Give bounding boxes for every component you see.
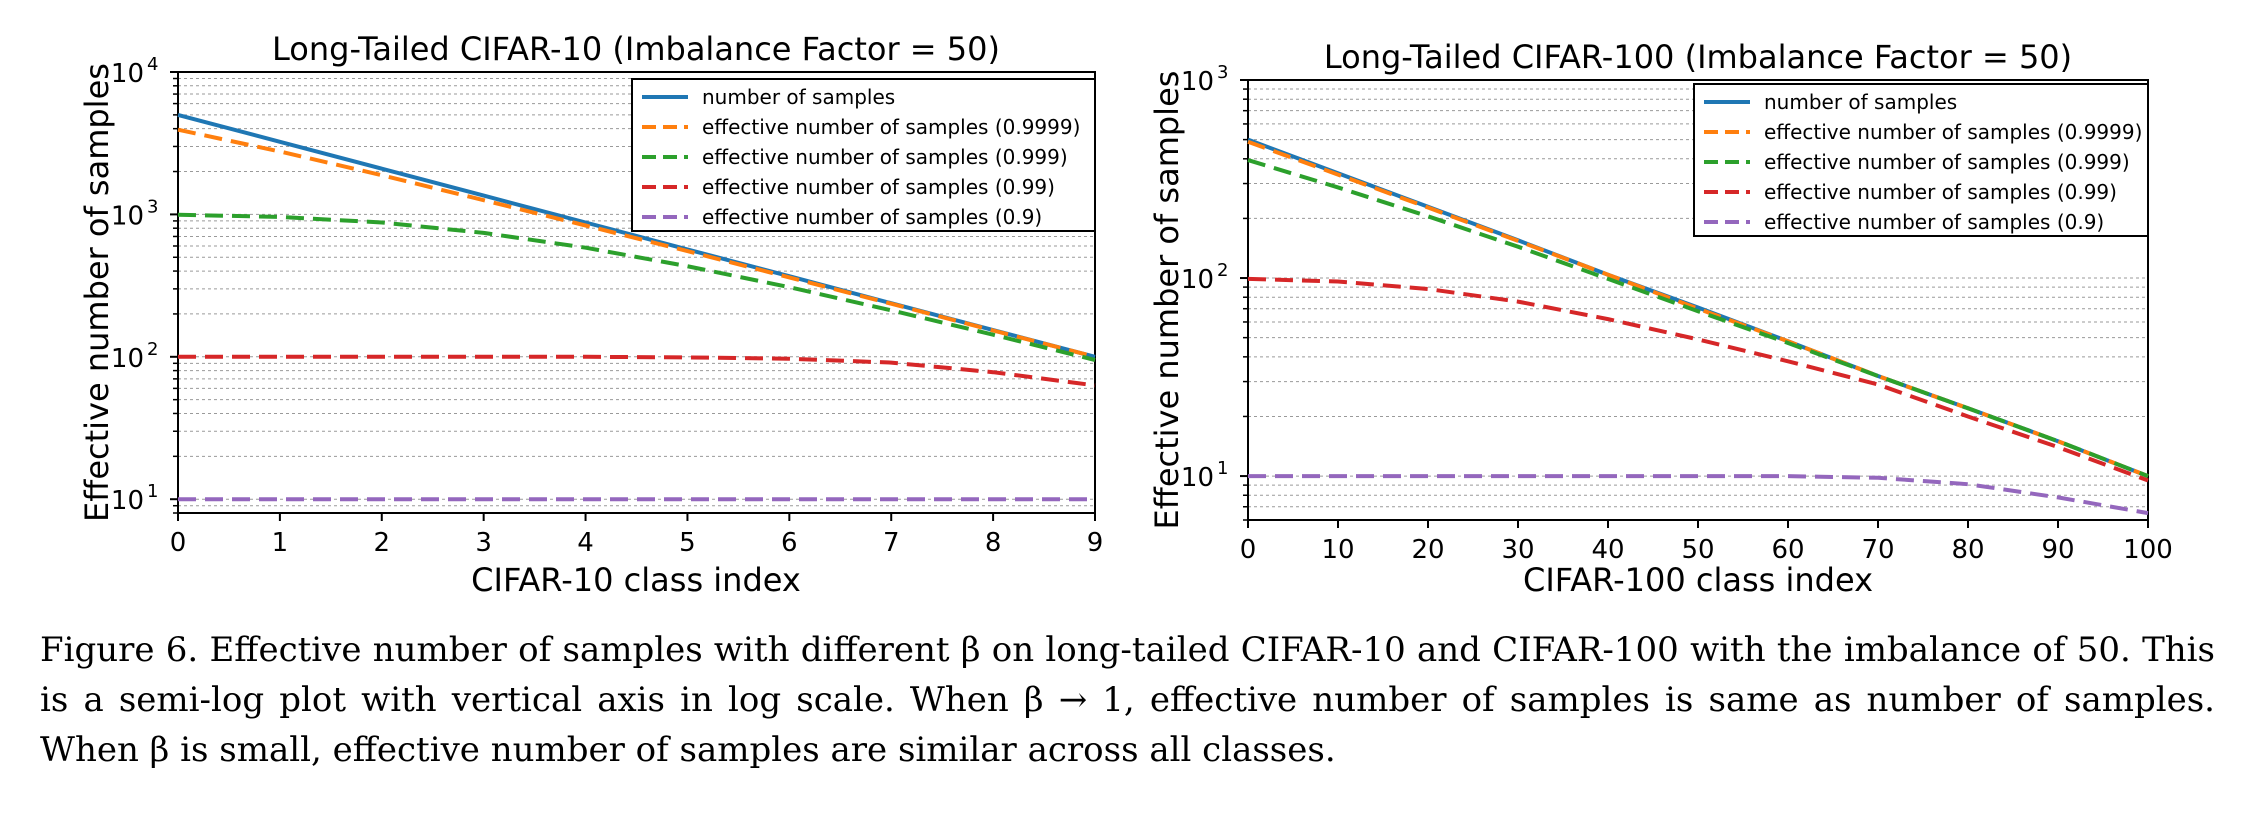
x-axis-label: CIFAR-10 class index	[471, 561, 801, 599]
y-tick-exponent: 1	[1217, 458, 1228, 479]
series-line-3	[1247, 276, 2149, 483]
y-tick-exponent: 2	[147, 339, 158, 360]
legend: number of samples effective number of sam…	[631, 78, 1096, 232]
plot-frame	[177, 71, 1096, 514]
y-tick-exponent: 3	[147, 196, 158, 217]
legend: number of samples effective number of sam…	[1693, 83, 2149, 237]
x-tick-label: 10	[1321, 535, 1354, 565]
y-tick-label: 10	[111, 201, 144, 231]
chart-title: Long-Tailed CIFAR-10 (Imbalance Factor =…	[272, 30, 1000, 68]
series-line-2	[177, 212, 1096, 362]
x-tick-label: 20	[1411, 535, 1444, 565]
y-axis-label: Effective number of samples	[78, 63, 116, 522]
y-tick-exponent: 4	[147, 54, 158, 75]
x-tick-label: 90	[2041, 535, 2074, 565]
y-tick-label: 10	[111, 59, 144, 89]
y-tick-label: 10	[1181, 463, 1214, 493]
y-tick-label: 10	[111, 486, 144, 516]
x-tick-label: 60	[1771, 535, 1804, 565]
y-tick-exponent: 1	[147, 481, 158, 502]
x-tick-label: 7	[883, 528, 900, 558]
x-tick-label: 50	[1681, 535, 1714, 565]
x-tick-label: 9	[1087, 528, 1104, 558]
legend-label-3: effective number of samples (0.99)	[702, 175, 1055, 199]
series-group	[177, 112, 1096, 502]
x-tick-label: 5	[679, 528, 696, 558]
legend-label-4: effective number of samples (0.9)	[1764, 210, 2104, 234]
x-tick-label: 3	[475, 528, 492, 558]
legend-box	[1693, 83, 2149, 237]
legend-label-4: effective number of samples (0.9)	[702, 205, 1042, 229]
y-tick-label: 10	[1181, 265, 1214, 295]
y-tick-label: 10	[111, 344, 144, 374]
x-tick-label: 6	[781, 528, 798, 558]
y-axis-label: Effective number of samples	[1148, 71, 1186, 530]
legend-label-1: effective number of samples (0.9999)	[702, 115, 1080, 139]
legend-label-0: number of samples	[702, 85, 895, 109]
series-line-3	[178, 354, 1096, 388]
x-tick-label: 1	[272, 528, 289, 558]
x-axis: 0 1 2 3 4 5 6 7 8 9	[170, 513, 1104, 558]
legend-label-2: effective number of samples (0.999)	[1764, 150, 2130, 174]
series-line-4	[1248, 474, 2149, 516]
y-tick-label: 10	[1181, 67, 1214, 97]
legend-label-1: effective number of samples (0.9999)	[1764, 120, 2142, 144]
series-group	[1247, 137, 2149, 516]
series-line-2	[1247, 158, 2149, 478]
x-tick-label: 8	[985, 528, 1002, 558]
legend-label-3: effective number of samples (0.99)	[1764, 180, 2117, 204]
legend-box	[631, 78, 1096, 232]
legend-label-2: effective number of samples (0.999)	[702, 145, 1068, 169]
x-axis-label: CIFAR-100 class index	[1523, 561, 1873, 599]
x-tick-label: 40	[1591, 535, 1624, 565]
chart-title: Long-Tailed CIFAR-100 (Imbalance Factor …	[1324, 38, 2072, 76]
caption-text: Figure 6. Effective number of samples wi…	[40, 630, 2215, 770]
y-tick-exponent: 2	[1217, 260, 1228, 281]
series-line-1	[177, 127, 1096, 359]
x-tick-label: 2	[374, 528, 391, 558]
x-tick-label: 70	[1861, 535, 1894, 565]
x-tick-label: 0	[170, 528, 187, 558]
x-axis: 0 10 20 30 40 50 60 70 80 90 100	[1240, 520, 2173, 565]
x-tick-label: 80	[1951, 535, 1984, 565]
x-tick-label: 100	[2123, 535, 2173, 565]
y-tick-exponent: 3	[1217, 62, 1228, 83]
x-tick-label: 4	[577, 528, 594, 558]
x-tick-label: 0	[1240, 535, 1257, 565]
figure-caption: Figure 6. Effective number of samples wi…	[40, 625, 2215, 775]
legend-label-0: number of samples	[1764, 90, 1957, 114]
x-tick-label: 30	[1501, 535, 1534, 565]
